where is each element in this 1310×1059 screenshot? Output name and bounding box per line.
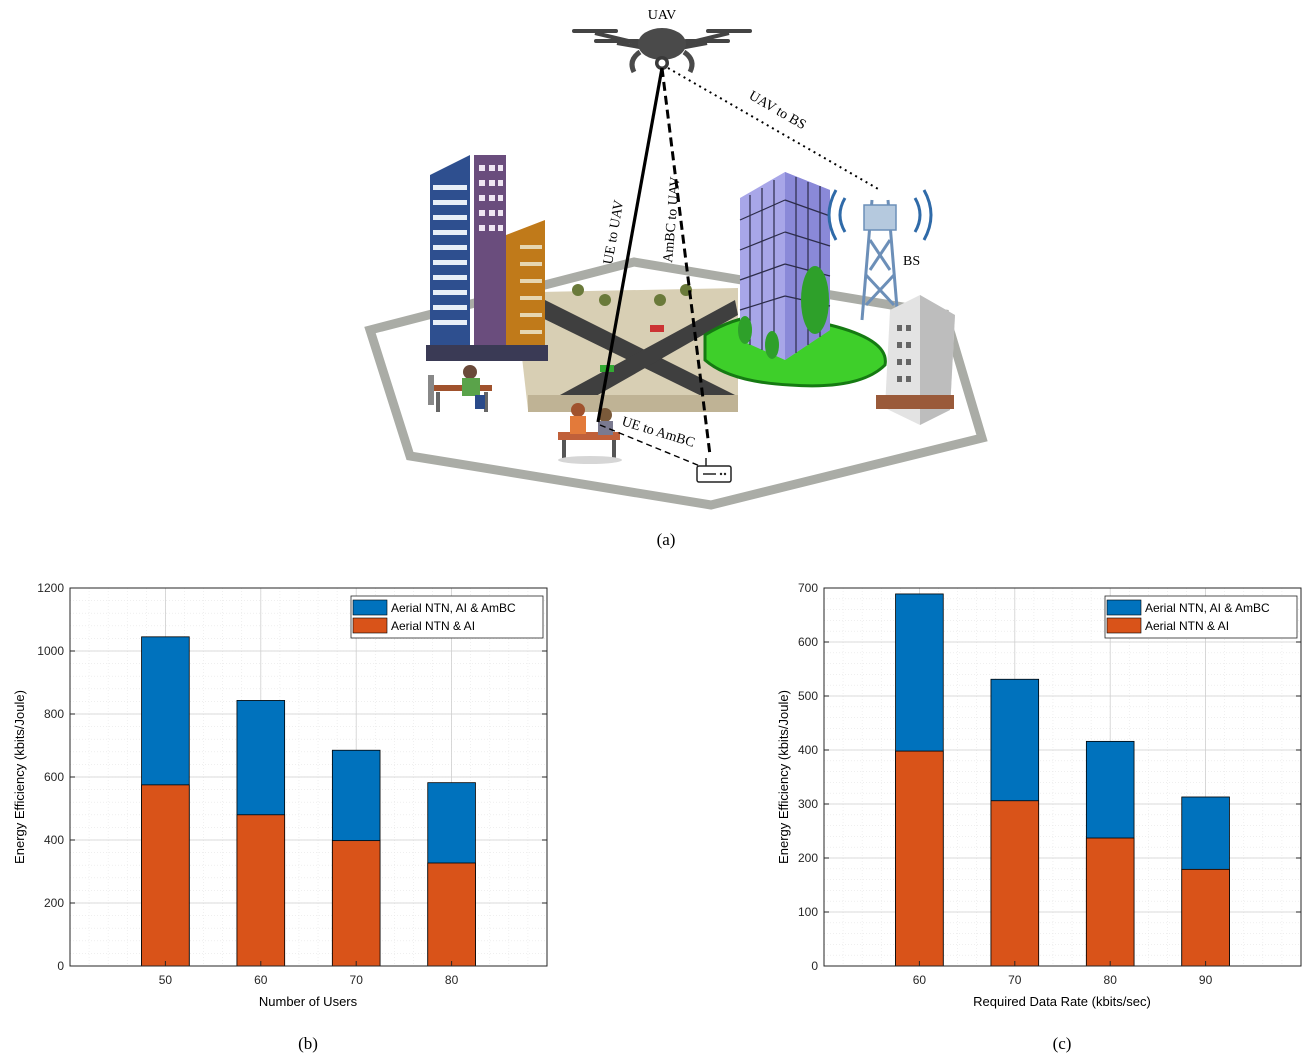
legend-swatch [352, 599, 388, 616]
y-tick-label: 600 [44, 770, 64, 784]
uav-to-bs-link [667, 67, 881, 191]
y-tick-label: 600 [798, 635, 818, 649]
y-tick-label: 200 [798, 851, 818, 865]
x-tick-label: 80 [1104, 973, 1118, 987]
y-tick-label: 1200 [37, 581, 64, 595]
legend-label: Aerial NTN & AI [391, 619, 475, 633]
x-axis-label: Required Data Rate (kbits/sec) [973, 994, 1151, 1009]
legend: Aerial NTN, AI & AmBC Aerial NTN & AI [1104, 595, 1298, 639]
bar-series-2-70 [990, 800, 1040, 967]
ambc-to-uav-link [660, 67, 712, 456]
y-tick-label: 0 [57, 959, 64, 973]
bar-series-2-60 [236, 814, 286, 967]
bar-series-2-70 [331, 840, 381, 967]
bar-series-2-80 [1085, 837, 1135, 967]
ue-to-ambc-label: UE to AmBC [620, 414, 697, 450]
legend-swatch [1106, 617, 1142, 634]
x-tick-label: 90 [1199, 973, 1213, 987]
bar-series-2-60 [895, 750, 944, 967]
glass-tower-park [703, 172, 887, 388]
legend-swatch [1106, 599, 1142, 616]
caption-a: (a) [657, 530, 676, 549]
y-axis-ticks: 0 100 200 300 400 500 600 700 [798, 581, 1301, 973]
y-axis-ticks: 0 200 400 600 800 1000 1200 [37, 581, 547, 973]
legend-label: Aerial NTN, AI & AmBC [1145, 601, 1270, 615]
bar-series-2-50 [141, 784, 190, 967]
bar-series-2-80 [427, 862, 476, 967]
y-axis-label: Energy Efficiency (kbits/Joule) [776, 690, 791, 864]
uav-label: UAV [648, 8, 677, 23]
uav-drone [572, 28, 752, 74]
x-tick-label: 70 [1008, 973, 1022, 987]
y-tick-label: 500 [798, 689, 818, 703]
legend-swatch [352, 617, 388, 634]
y-tick-label: 1000 [37, 644, 64, 658]
bars [141, 636, 476, 967]
grey-building [876, 295, 955, 425]
x-tick-label: 60 [913, 973, 927, 987]
left-skyscrapers [426, 155, 548, 361]
x-axis-ticks: 60 70 80 90 [913, 961, 1213, 987]
y-tick-label: 200 [44, 896, 64, 910]
uav-to-bs-label: UAV to BS [746, 88, 808, 133]
legend: Aerial NTN, AI & AmBC Aerial NTN & AI [350, 595, 544, 639]
user-on-bench-left [428, 365, 492, 412]
ambc-device [696, 458, 732, 483]
y-tick-label: 700 [798, 581, 818, 595]
y-tick-label: 100 [798, 905, 818, 919]
ue-to-uav-label: UE to UAV [601, 199, 627, 266]
user-equipment-person [558, 403, 622, 464]
y-tick-label: 400 [798, 743, 818, 757]
caption-b: (b) [298, 1034, 318, 1053]
base-station-tower [827, 189, 933, 321]
x-axis-label: Number of Users [259, 994, 358, 1009]
chart-energy-vs-users: 0 200 400 600 800 1000 1200 50 60 70 80 Number of… [12, 581, 548, 1053]
caption-c: (c) [1053, 1034, 1072, 1053]
y-axis-label: Energy Efficiency (kbits/Joule) [12, 690, 27, 864]
y-tick-label: 800 [44, 707, 64, 721]
bs-label: BS [903, 254, 920, 269]
scenario-illustration: UAV BS UE to UAV AmBC to UAV UAV to BS U… [364, 8, 988, 549]
x-tick-label: 60 [254, 973, 268, 987]
legend-label: Aerial NTN, AI & AmBC [391, 601, 516, 615]
chart-energy-vs-data-rate: 0 100 200 300 400 500 600 700 60 70 80 90 Required… [776, 581, 1302, 1053]
ambc-to-uav-label: AmBC to UAV [661, 176, 683, 263]
y-tick-label: 0 [811, 959, 818, 973]
y-tick-label: 300 [798, 797, 818, 811]
plot-frame [823, 587, 1302, 967]
y-tick-label: 400 [44, 833, 64, 847]
x-tick-label: 50 [159, 973, 173, 987]
x-tick-label: 80 [445, 973, 459, 987]
x-tick-label: 70 [350, 973, 364, 987]
ue-to-ambc-link [599, 424, 701, 467]
x-axis-ticks: 50 60 70 80 [159, 961, 459, 987]
ue-to-uav-link [596, 67, 664, 423]
bar-series-2-90 [1181, 868, 1230, 967]
legend-label: Aerial NTN & AI [1145, 619, 1229, 633]
